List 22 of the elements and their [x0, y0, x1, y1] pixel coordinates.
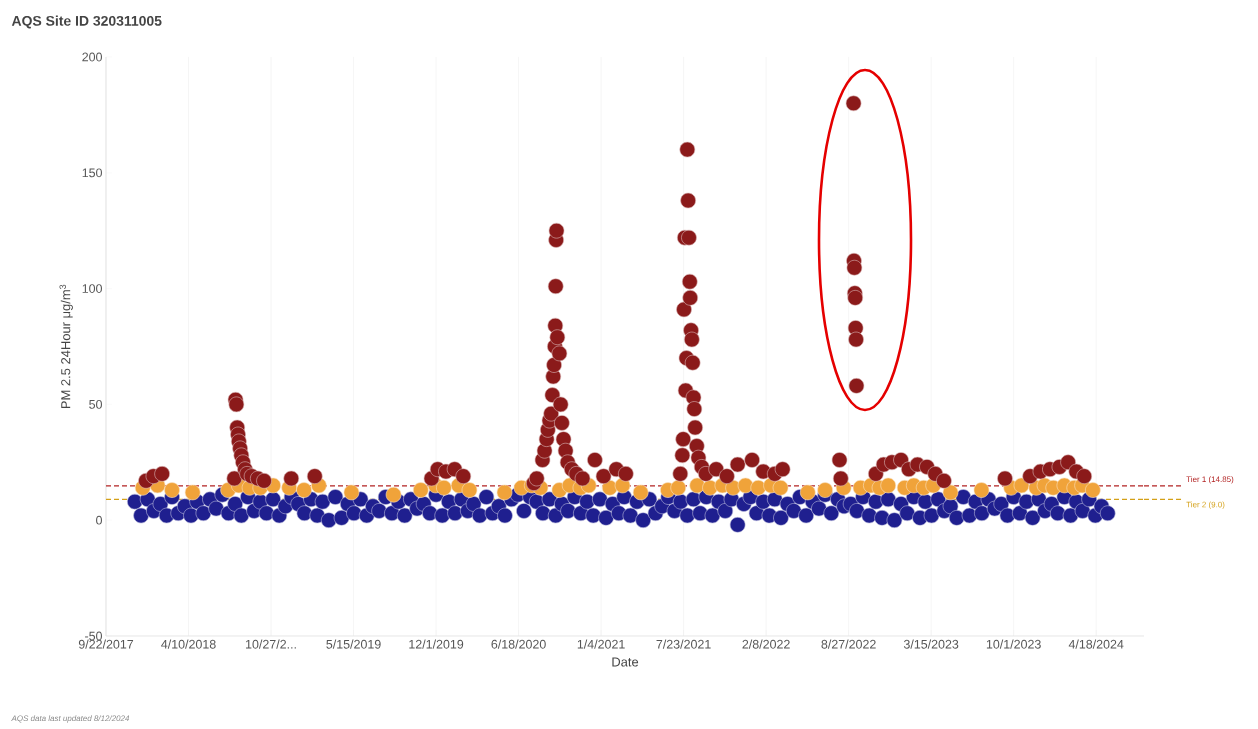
x-axis-title: Date	[612, 657, 639, 667]
x-tick-label: 10/27/2...	[246, 639, 296, 649]
y-tick-label: -50	[85, 631, 102, 641]
x-tick-label: 2/8/2022	[742, 639, 790, 649]
x-tick-label: 7/23/2021	[656, 639, 711, 649]
x-tick-label: 5/15/2019	[326, 639, 381, 649]
x-tick-label: 8/27/2022	[821, 639, 876, 649]
y-tick-label: 100	[82, 284, 102, 293]
x-tick-label: 4/18/2024	[1068, 639, 1124, 649]
x-tick-label: 12/1/2019	[409, 639, 464, 649]
y-tick-label: 50	[89, 399, 102, 409]
y-axis-title: PM 2.5 24Hour μg/m$^{3}$	[59, 284, 73, 409]
x-tick-label: 4/10/2018	[161, 639, 216, 649]
y-tick-label: 150	[82, 168, 102, 178]
x-tick-label: 9/22/2017	[78, 639, 134, 649]
y-tick-label: 0	[96, 515, 102, 525]
x-tick-label: 6/18/2020	[491, 639, 546, 649]
x-tick-label: 1/4/2021	[577, 639, 625, 649]
chart-title: AQS Site ID 320311005	[11, 15, 162, 29]
x-tick-label: 10/1/2023	[986, 639, 1041, 649]
x-tick-label: 3/15/2023	[903, 639, 959, 649]
y-tick-label: 200	[82, 52, 102, 62]
